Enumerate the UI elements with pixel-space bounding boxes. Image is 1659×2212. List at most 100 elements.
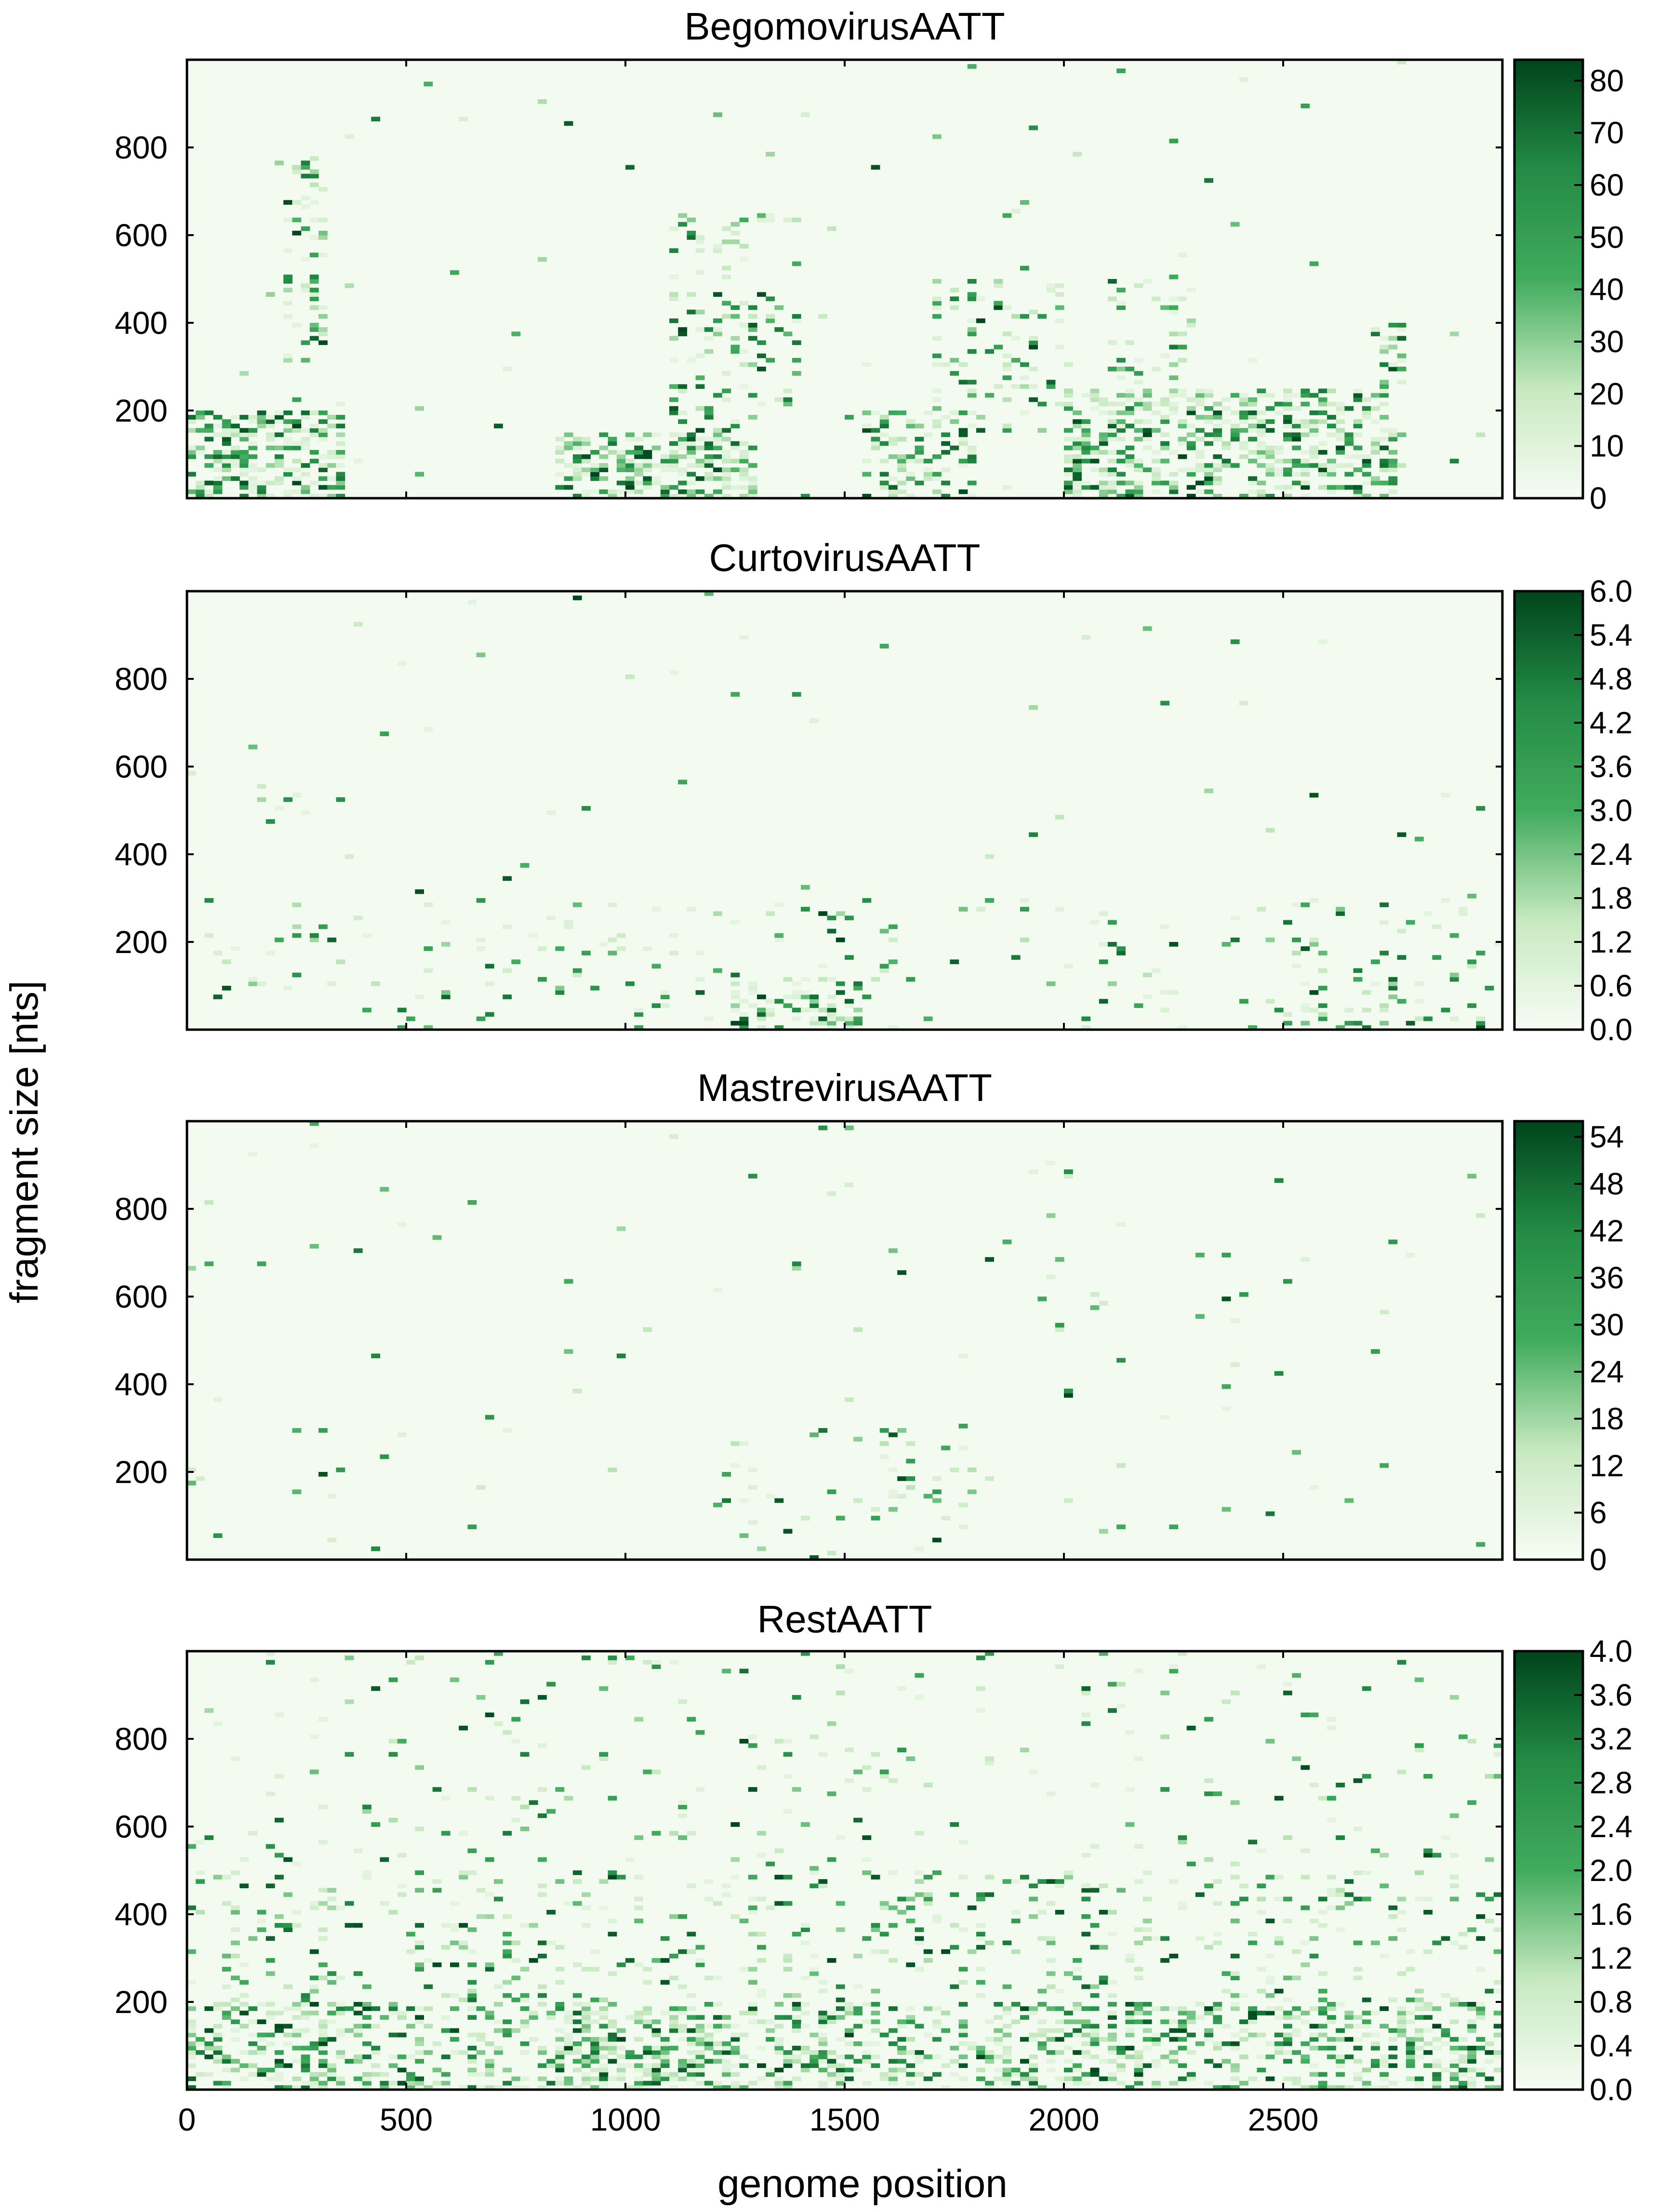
heatmap-cell xyxy=(494,2019,503,2025)
heatmap-cell xyxy=(923,1016,933,1021)
heatmap-cell xyxy=(301,2059,310,2064)
heatmap-cell xyxy=(538,1883,547,1888)
heatmap-cell xyxy=(1213,2006,1222,2011)
heatmap-cell xyxy=(1090,2067,1100,2073)
heatmap-cell xyxy=(958,1927,968,1932)
heatmap-cell xyxy=(1108,480,1117,486)
heatmap-cell xyxy=(1081,1888,1091,1893)
heatmap-cell xyxy=(915,1967,924,1972)
heatmap-cell xyxy=(415,2059,424,2064)
heatmap-cell xyxy=(678,454,687,459)
heatmap-cell xyxy=(845,2054,854,2059)
heatmap-cell xyxy=(660,2046,670,2051)
heatmap-cell xyxy=(336,454,345,459)
heatmap-cell xyxy=(730,222,740,227)
heatmap-cell xyxy=(1467,2080,1476,2086)
heatmap-cell xyxy=(1046,981,1056,986)
heatmap-cell xyxy=(810,2063,819,2068)
heatmap-cell xyxy=(643,450,652,455)
heatmap-cell xyxy=(730,1441,740,1446)
heatmap-cell xyxy=(616,463,626,468)
heatmap-cell xyxy=(862,994,872,999)
heatmap-cell xyxy=(739,384,749,389)
heatmap-cell xyxy=(1344,437,1354,442)
heatmap-cell xyxy=(327,2076,336,2081)
heatmap-cell xyxy=(941,1949,950,1954)
heatmap-cell xyxy=(757,340,766,345)
heatmap-cell xyxy=(301,441,310,446)
heatmap-cell xyxy=(1186,2076,1196,2081)
heatmap-cell xyxy=(1073,411,1082,415)
heatmap-cell xyxy=(1292,393,1301,398)
heatmap-cell xyxy=(774,902,784,907)
heatmap-cell xyxy=(415,1870,424,1875)
y-tick-label: 600 xyxy=(115,749,168,784)
heatmap-cell xyxy=(748,1905,757,1910)
heatmap-cell xyxy=(1108,1993,1117,1998)
heatmap-cell xyxy=(275,2028,284,2033)
heatmap-cell xyxy=(1073,2032,1082,2038)
heatmap-cell xyxy=(257,2032,266,2038)
heatmap-cell xyxy=(388,2080,398,2086)
heatmap-cell xyxy=(678,1699,687,1704)
heatmap-cell xyxy=(889,2041,898,2046)
heatmap-cell xyxy=(783,1993,793,1998)
heatmap-cell xyxy=(1415,1748,1424,1752)
heatmap-cell xyxy=(371,2063,380,2068)
heatmap-cell xyxy=(1493,2054,1503,2059)
heatmap-cell xyxy=(722,480,731,486)
heatmap-cell xyxy=(582,1656,591,1660)
heatmap-cell xyxy=(608,1656,617,1660)
heatmap-cell xyxy=(1476,2006,1486,2011)
heatmap-cell xyxy=(538,946,547,951)
heatmap-cell xyxy=(774,999,784,1004)
heatmap-cell xyxy=(1283,1682,1292,1687)
heatmap-cell xyxy=(1388,362,1398,367)
heatmap-cell xyxy=(783,2080,793,2086)
heatmap-cell xyxy=(1186,1725,1196,1731)
heatmap-cell xyxy=(1125,406,1135,411)
heatmap-cell xyxy=(1125,397,1135,402)
heatmap-cell xyxy=(1178,2006,1187,2011)
heatmap-cell xyxy=(792,318,801,323)
heatmap-cell xyxy=(722,388,731,394)
heatmap-cell xyxy=(1108,401,1117,407)
heatmap-cell xyxy=(1441,1993,1450,1998)
heatmap-cell xyxy=(1213,2002,1222,2007)
heatmap-cell xyxy=(450,1923,459,1928)
heatmap-cell xyxy=(669,441,678,446)
heatmap-cell xyxy=(1090,406,1100,411)
heatmap-cell xyxy=(1353,1020,1363,1026)
heatmap-cell xyxy=(1221,463,1231,468)
heatmap-cell xyxy=(1380,336,1389,341)
heatmap-cell xyxy=(582,2024,591,2029)
heatmap-cell xyxy=(976,1896,985,1902)
heatmap-cell xyxy=(958,1875,968,1880)
heatmap-cell xyxy=(196,2037,205,2042)
heatmap-cell xyxy=(757,1016,766,1021)
heatmap-cell xyxy=(362,2080,372,2086)
heatmap-cell xyxy=(1459,2054,1468,2059)
heatmap-cell xyxy=(766,1905,775,1910)
heatmap-cell xyxy=(406,2085,415,2090)
heatmap-cell xyxy=(1152,1936,1161,1941)
heatmap-cell xyxy=(1336,2072,1345,2077)
heatmap-cell xyxy=(1046,2059,1056,2064)
heatmap-cell xyxy=(958,463,968,468)
heatmap-cell xyxy=(836,2054,845,2059)
heatmap-cell xyxy=(1353,1778,1363,1783)
heatmap-cell xyxy=(1459,2072,1468,2077)
heatmap-cell xyxy=(546,2063,556,2068)
heatmap-cell xyxy=(897,454,906,459)
heatmap-cell xyxy=(608,437,617,442)
heatmap-cell xyxy=(871,445,880,450)
heatmap-cell xyxy=(1221,2085,1231,2090)
heatmap-cell xyxy=(1248,2006,1257,2011)
heatmap-cell xyxy=(634,1007,643,1013)
heatmap-cell xyxy=(827,2050,836,2055)
heatmap-cell xyxy=(309,2080,319,2086)
heatmap-cell xyxy=(1081,2041,1091,2046)
heatmap-cell xyxy=(941,493,950,499)
heatmap-cell xyxy=(1248,424,1257,428)
heatmap-cell xyxy=(730,2080,740,2086)
